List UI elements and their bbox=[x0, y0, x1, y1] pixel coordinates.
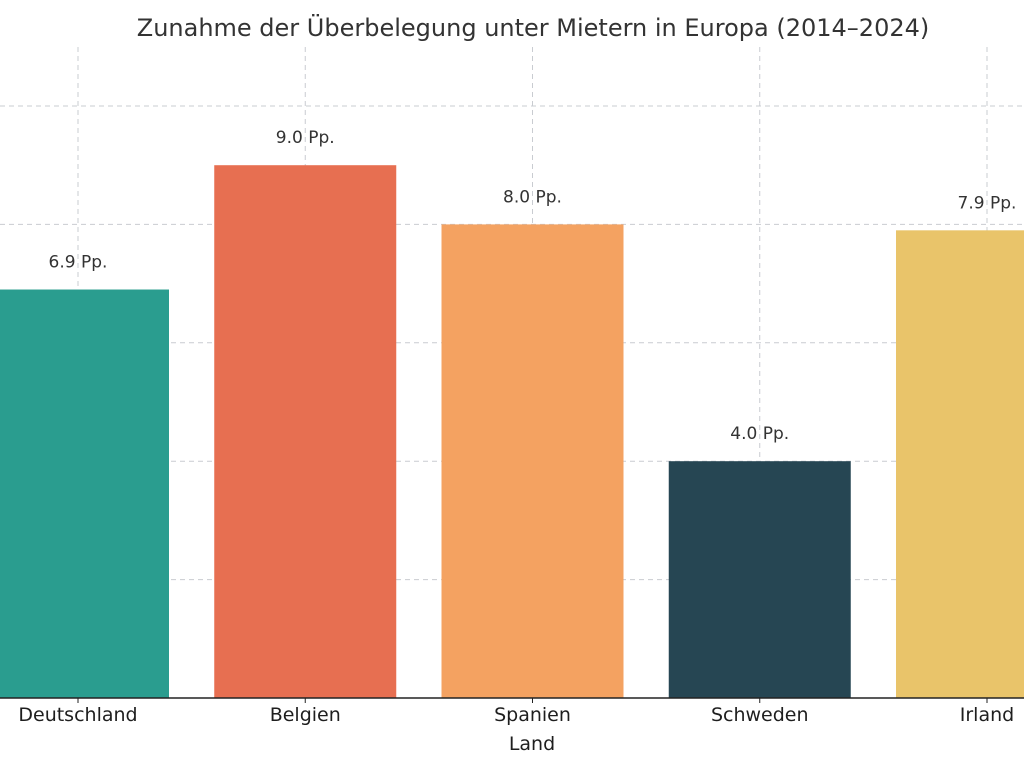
bar-belgien bbox=[214, 165, 397, 698]
chart-title: Zunahme der Überbelegung unter Mietern i… bbox=[137, 13, 930, 42]
data-label: 9.0 Pp. bbox=[276, 128, 335, 148]
x-tick-label: Schweden bbox=[711, 704, 809, 726]
x-tick-label: Irland bbox=[960, 704, 1014, 726]
data-label: 7.9 Pp. bbox=[958, 193, 1017, 213]
bar-irland bbox=[896, 230, 1024, 698]
bar-deutschland bbox=[0, 289, 169, 698]
bars bbox=[0, 165, 1024, 698]
data-label: 6.9 Pp. bbox=[49, 253, 108, 273]
x-ticks: Deutschland Belgien Spanien Schweden Irland bbox=[18, 698, 1014, 726]
x-axis-label: Land bbox=[509, 733, 555, 755]
data-label: 4.0 Pp. bbox=[730, 424, 789, 444]
x-tick-label: Spanien bbox=[494, 704, 571, 726]
data-labels: 6.9 Pp. 9.0 Pp. 8.0 Pp. 4.0 Pp. 7.9 Pp. bbox=[49, 128, 1017, 444]
x-tick-label: Deutschland bbox=[18, 704, 137, 726]
data-label: 8.0 Pp. bbox=[503, 187, 562, 207]
bar-spanien bbox=[441, 224, 624, 698]
x-tick-label: Belgien bbox=[270, 704, 341, 726]
bar-schweden bbox=[668, 461, 851, 698]
